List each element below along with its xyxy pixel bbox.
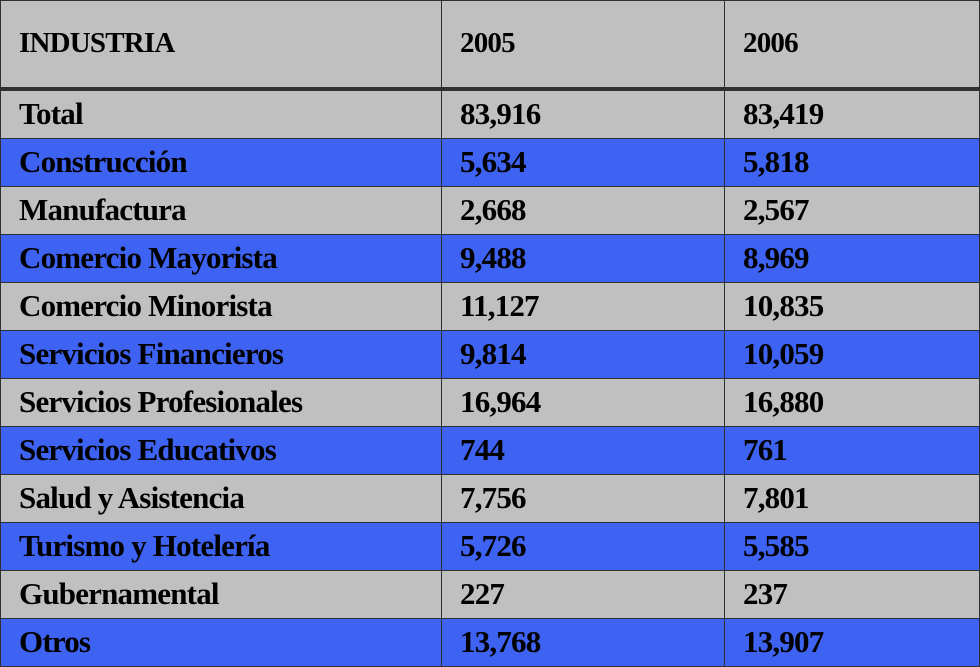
industry-cell: Comercio Mayorista [0,233,442,283]
header-cell: 2005 [441,0,725,91]
industry-cell: Construcción [0,137,442,187]
industry-cell: Salud y Asistencia [0,473,442,523]
industry-cell: Turismo y Hotelería [0,521,442,571]
industry-cell: Otros [0,617,442,667]
industry-cell: Comercio Minorista [0,281,442,331]
table-row: Salud y Asistencia 7,756 7,801 [0,473,980,523]
value-cell: 10,835 [724,281,980,331]
table-row: Comercio Minorista 11,127 10,835 [0,281,980,331]
value-cell: 7,756 [441,473,725,523]
value-cell: 83,419 [724,88,980,139]
value-cell: 761 [724,425,980,475]
table-row: Gubernamental 227 237 [0,569,980,619]
industry-cell: Servicios Educativos [0,425,442,475]
table-row: Otros 13,768 13,907 [0,617,980,667]
table-row: Servicios Profesionales 16,964 16,880 [0,377,980,427]
industry-cell: Servicios Profesionales [0,377,442,427]
value-cell: 5,726 [441,521,725,571]
table-row: Construcción 5,634 5,818 [0,137,980,187]
value-cell: 227 [441,569,725,619]
value-cell: 5,585 [724,521,980,571]
table-row: Servicios Financieros 9,814 10,059 [0,329,980,379]
header-cell: INDUSTRIA [0,0,442,91]
value-cell: 5,634 [441,137,725,187]
industry-cell: Total [0,88,442,139]
industry-cell: Manufactura [0,185,442,235]
table-row: Manufactura 2,668 2,567 [0,185,980,235]
table-row: Servicios Educativos 744 761 [0,425,980,475]
header-row: INDUSTRIA 2005 2006 [0,0,980,91]
industry-cell: Servicios Financieros [0,329,442,379]
value-cell: 2,567 [724,185,980,235]
value-cell: 10,059 [724,329,980,379]
value-cell: 16,880 [724,377,980,427]
value-cell: 9,814 [441,329,725,379]
value-cell: 8,969 [724,233,980,283]
value-cell: 11,127 [441,281,725,331]
value-cell: 16,964 [441,377,725,427]
table-row: Comercio Mayorista 9,488 8,969 [0,233,980,283]
table-row: Turismo y Hotelería 5,726 5,585 [0,521,980,571]
value-cell: 9,488 [441,233,725,283]
value-cell: 237 [724,569,980,619]
table-row: Total 83,916 83,419 [0,88,980,139]
header-cell: 2006 [724,0,980,91]
value-cell: 7,801 [724,473,980,523]
industry-cell: Gubernamental [0,569,442,619]
value-cell: 83,916 [441,88,725,139]
value-cell: 13,907 [724,617,980,667]
value-cell: 744 [441,425,725,475]
value-cell: 13,768 [441,617,725,667]
value-cell: 5,818 [724,137,980,187]
value-cell: 2,668 [441,185,725,235]
